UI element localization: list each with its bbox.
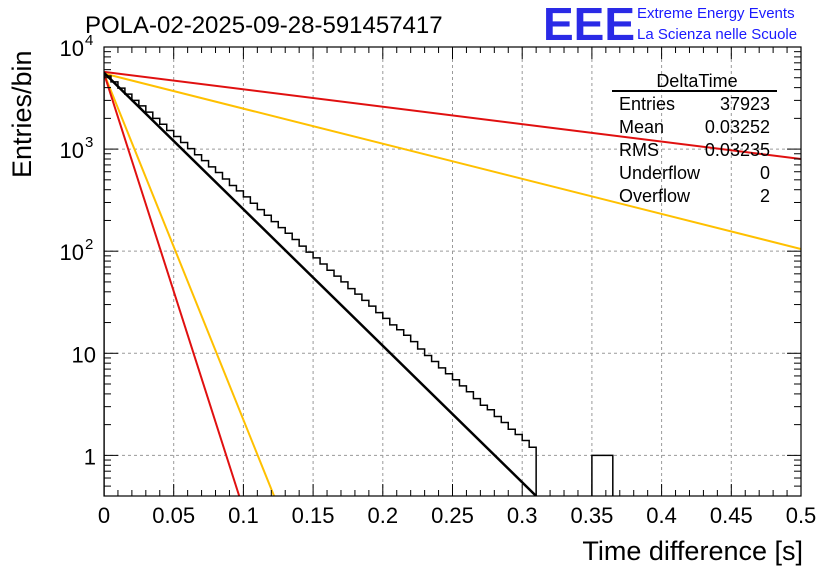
series-line-orange-fast <box>104 73 275 496</box>
y-axis-title: Entries/bin <box>7 50 37 178</box>
series-layer <box>104 70 801 496</box>
y-tick-label-3: 10 <box>60 138 84 163</box>
x-tick-label-3: 0.15 <box>292 503 335 528</box>
series-line-orange-slow <box>104 72 801 250</box>
grid-lines <box>104 47 801 496</box>
x-tick-label-6: 0.3 <box>507 503 538 528</box>
axis-ticks <box>103 46 802 497</box>
stats-label-underflow: Underflow <box>619 163 701 183</box>
stats-label-mean: Mean <box>619 117 664 137</box>
y-tick-label-exp-3: 3 <box>85 134 93 151</box>
x-tick-label-9: 0.45 <box>710 503 753 528</box>
series-line-red-fast <box>104 73 241 496</box>
x-axis-title: Time difference [s] <box>582 536 803 566</box>
eee-logo: EEE <box>543 0 635 50</box>
y-tick-label-exp-2: 2 <box>85 236 93 253</box>
y-tick-label-4: 10 <box>60 36 84 61</box>
x-tick-label-4: 0.2 <box>368 503 399 528</box>
x-tick-label-8: 0.4 <box>646 503 677 528</box>
chart-title: POLA-02-2025-09-28-591457417 <box>85 12 443 39</box>
x-tick-label-0: 0 <box>98 503 110 528</box>
stats-value-overflow: 2 <box>760 186 770 206</box>
histogram-bars <box>104 75 614 496</box>
stats-value-underflow: 0 <box>760 163 770 183</box>
stats-value-entries: 37923 <box>720 94 770 114</box>
stats-label-overflow: Overflow <box>619 186 691 206</box>
x-tick-label-2: 0.1 <box>228 503 259 528</box>
eee-tagline-1: Extreme Energy Events <box>637 5 795 22</box>
y-tick-label-0: 1 <box>84 444 96 469</box>
stats-value-mean: 0.03252 <box>705 117 770 137</box>
histogram-layer <box>104 71 614 496</box>
stats-box: DeltaTime Entries 37923 Mean 0.03252 RMS 0.03… <box>612 71 777 206</box>
y-tick-label-exp-4: 4 <box>85 32 93 49</box>
series-line-red-slow <box>104 70 801 160</box>
series-line-fit <box>104 71 538 496</box>
x-tick-label-1: 0.05 <box>152 503 195 528</box>
stats-box-title: DeltaTime <box>656 71 737 91</box>
x-tick-label-7: 0.35 <box>570 503 613 528</box>
x-tick-labels: 0 0.05 0.1 0.15 0.2 0.25 0.3 0.35 0.4 0.45 0.5 <box>98 503 816 528</box>
eee-tagline-2: La Scienza nelle Scuole <box>637 26 797 43</box>
stats-label-entries: Entries <box>619 94 675 114</box>
x-tick-label-5: 0.25 <box>431 503 474 528</box>
stats-label-rms: RMS <box>619 140 659 160</box>
stats-value-rms: 0.03235 <box>705 140 770 160</box>
y-tick-label-1: 10 <box>72 342 96 367</box>
y-tick-label-2: 10 <box>60 240 84 265</box>
x-tick-label-10: 0.5 <box>786 503 817 528</box>
